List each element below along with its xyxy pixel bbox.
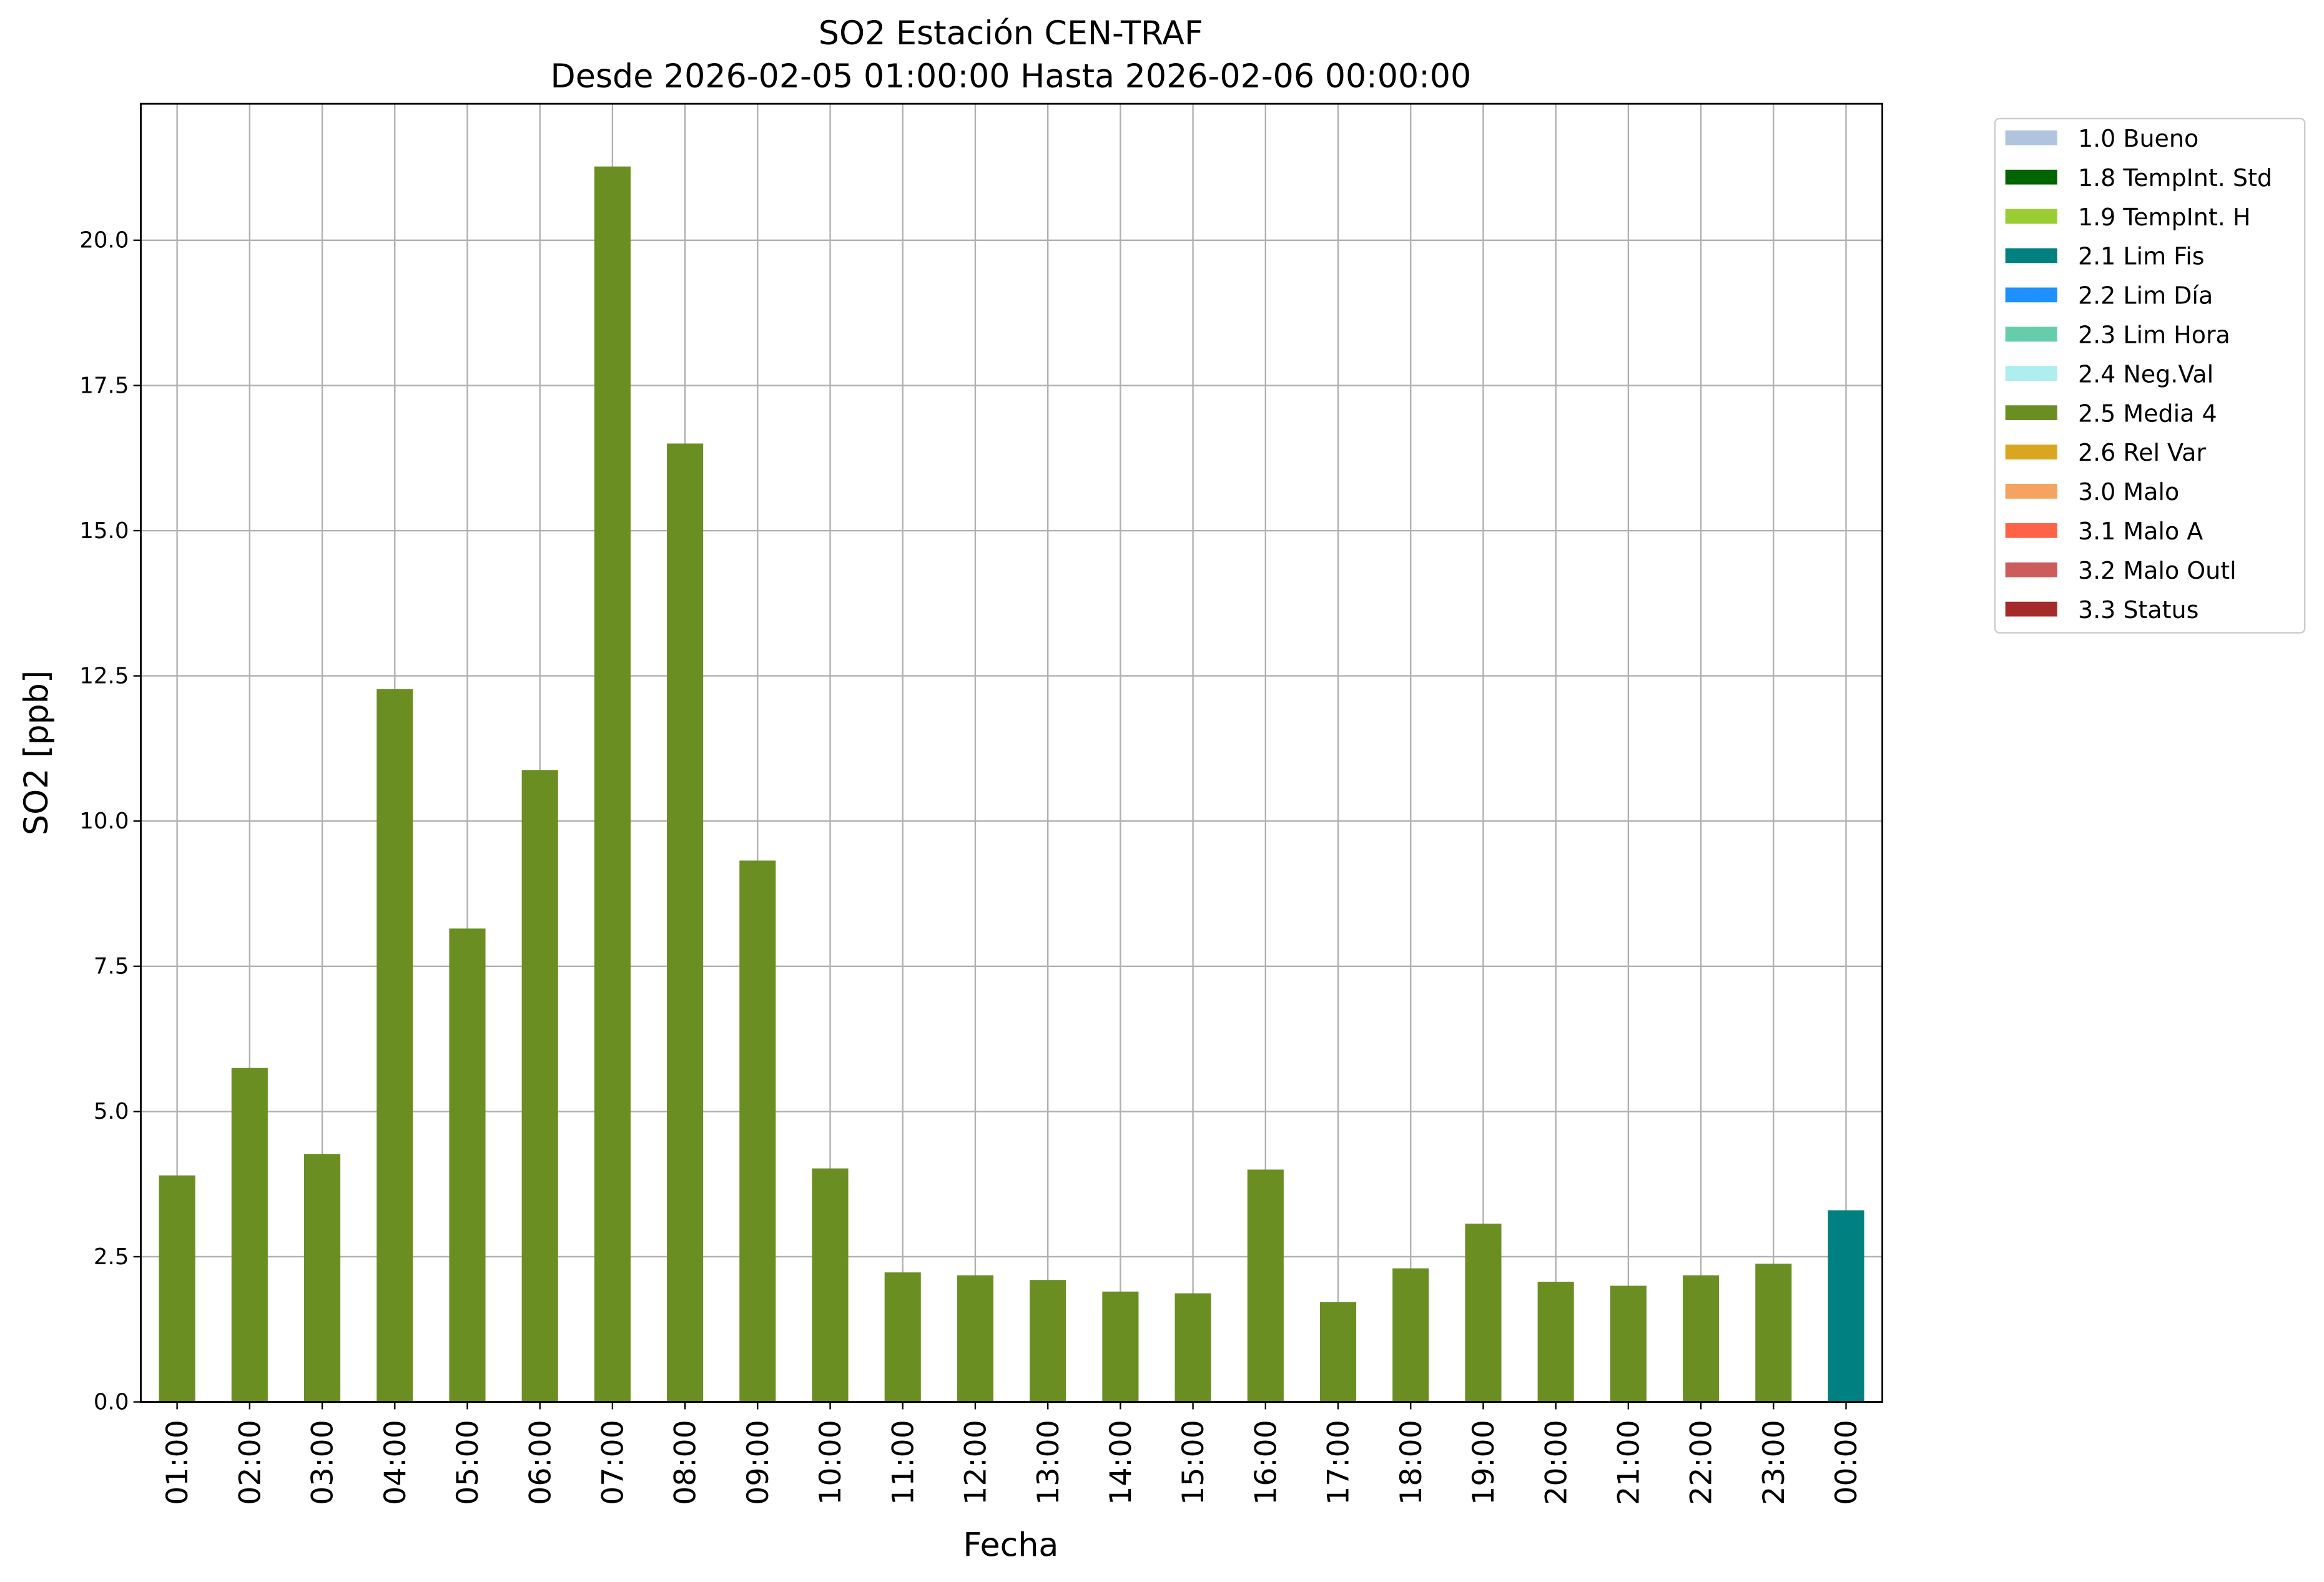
bar [884,1272,921,1402]
legend-label: 2.1 Lim Fis [2078,243,2205,270]
legend-swatch [2005,209,2057,224]
x-tick-label: 13:00 [1032,1420,1066,1505]
x-tick-label: 17:00 [1322,1420,1356,1505]
bar [1610,1285,1647,1402]
bar [521,770,558,1402]
x-tick-label: 00:00 [1829,1420,1864,1505]
x-tick-label: 01:00 [160,1420,195,1505]
legend-swatch [2005,523,2057,538]
x-axis-label: Fecha [963,1526,1058,1564]
bar [1828,1210,1864,1402]
x-tick-label: 23:00 [1757,1420,1791,1505]
bar [1537,1281,1574,1402]
legend-label: 3.3 Status [2078,596,2198,624]
bar [1319,1302,1357,1402]
x-tick-label: 14:00 [1104,1420,1138,1505]
legend-label: 1.0 Bueno [2078,125,2198,152]
bar [594,166,631,1402]
plot-frame [140,102,1884,1403]
bar [957,1275,994,1402]
x-tick-label: 06:00 [523,1420,558,1505]
bar [1465,1223,1502,1402]
legend-swatch [2005,130,2057,145]
chart-subtitle: Desde 2026-02-05 01:00:00 Hasta 2026-02-… [551,58,1472,96]
x-tick-label: 11:00 [886,1420,920,1505]
bar [1755,1264,1792,1402]
legend-label: 3.1 Malo A [2078,518,2203,545]
legend-swatch [2005,484,2057,499]
x-tick-label: 07:00 [596,1420,631,1505]
y-axis-label: SO2 [ppb] [18,671,56,835]
chart-title: SO2 Estación CEN-TRAF [819,15,1203,52]
bar [303,1154,341,1402]
legend-label: 3.0 Malo [2078,478,2179,506]
legend-swatch [2005,366,2057,381]
x-tick-label: 09:00 [741,1420,775,1505]
x-tick-label: 04:00 [378,1420,413,1505]
bar [1174,1293,1211,1402]
x-tick-label: 08:00 [669,1420,703,1505]
legend-label: 2.3 Lim Hora [2078,322,2230,349]
y-tick-label: 2.5 [94,1244,129,1270]
x-tick-label: 15:00 [1176,1420,1211,1505]
bars [159,166,1864,1402]
y-tick-label: 12.5 [79,663,129,689]
legend-label: 2.2 Lim Día [2078,282,2213,310]
legend-swatch [2005,327,2057,342]
x-tick-label: 19:00 [1467,1420,1501,1505]
y-tick-label: 17.5 [79,373,129,398]
bar [812,1168,849,1402]
bar [1247,1169,1284,1402]
x-tick-label: 02:00 [233,1420,267,1505]
legend-swatch [2005,287,2057,303]
x-tick-label: 12:00 [959,1420,993,1505]
legend-label: 1.8 TempInt. Std [2078,164,2272,192]
legend-label: 2.5 Media 4 [2078,400,2217,427]
bar [231,1068,268,1402]
bar [377,689,413,1402]
legend-swatch [2005,248,2057,263]
legend-label: 3.2 Malo Outl [2078,557,2237,584]
x-tick-label: 21:00 [1612,1420,1646,1505]
bar [159,1175,195,1402]
bar [1683,1275,1720,1402]
legend-box [1994,117,2306,634]
legend-swatch [2005,445,2057,459]
bar [1102,1291,1139,1402]
y-tick-label: 10.0 [79,808,129,834]
x-tick-label: 03:00 [306,1420,340,1505]
legend-label: 1.9 TempInt. H [2078,204,2250,231]
legend-swatch [2005,562,2057,577]
legend: 1.0 Bueno 1.8 TempInt. Std 1.9 TempInt. H 2… [2005,125,2272,624]
x-tick-label: 22:00 [1685,1420,1719,1505]
bar [739,860,776,1402]
legend-label: 2.6 Rel Var [2078,439,2206,466]
legend-swatch [2005,405,2057,420]
x-tick-label: 16:00 [1249,1420,1283,1505]
legend-swatch [2005,169,2057,185]
bar [449,928,486,1402]
y-tick-label: 20.0 [79,228,129,253]
legend-swatch [2005,601,2057,617]
bar [1030,1280,1066,1402]
y-tick-label: 5.0 [94,1099,129,1124]
ticks: 0.0 2.5 5.0 7.5 10.0 12.5 15.0 17.5 20.0 01:00 02:… [79,228,1864,1505]
x-tick-label: 18:00 [1394,1420,1429,1505]
bar [1392,1268,1429,1402]
x-tick-label: 20:00 [1539,1420,1573,1505]
x-tick-label: 05:00 [451,1420,485,1505]
bar [667,443,704,1402]
legend-label: 2.4 Neg.Val [2078,360,2213,388]
y-tick-label: 7.5 [94,954,129,980]
y-tick-label: 15.0 [79,518,129,544]
x-tick-label: 10:00 [814,1420,848,1505]
y-tick-label: 0.0 [94,1389,129,1415]
